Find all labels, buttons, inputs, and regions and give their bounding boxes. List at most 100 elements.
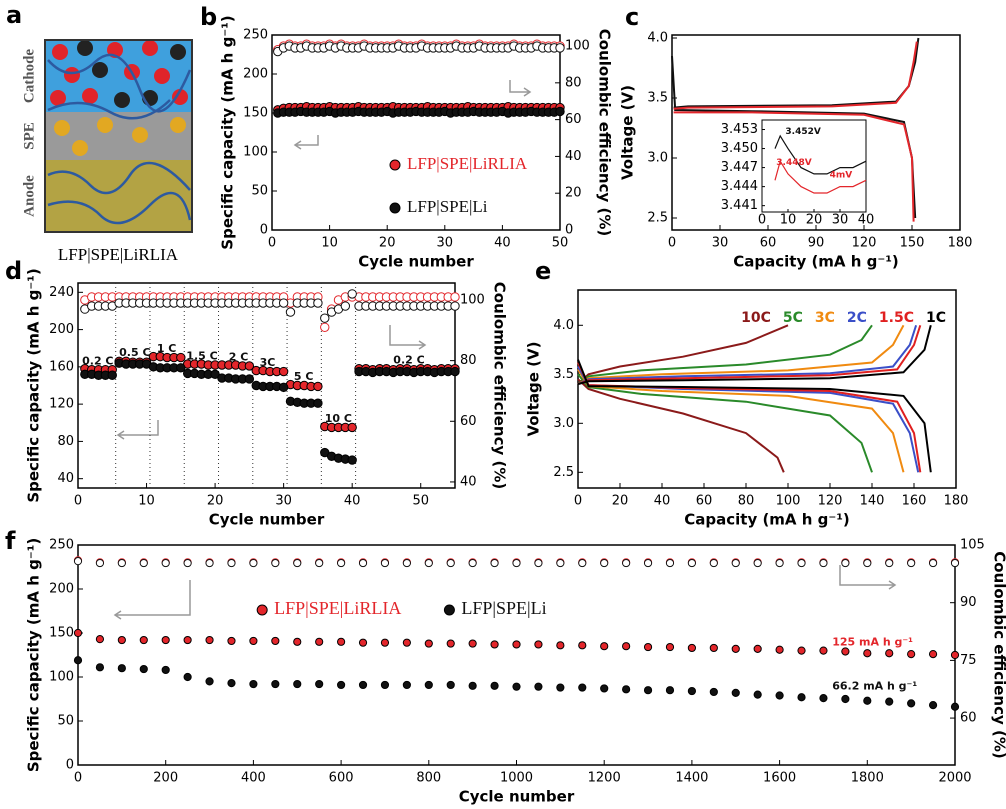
marker (753, 690, 762, 699)
x-tick-label: 1400 (675, 771, 708, 786)
y-axis-label: Voltage (V) (619, 85, 637, 180)
marker (600, 642, 609, 651)
open-marker (841, 558, 850, 568)
marker (117, 635, 126, 645)
x-tick-label: 40 (858, 213, 875, 228)
marker (885, 697, 894, 706)
y-tick-label: 100 (49, 670, 74, 685)
marker (622, 642, 631, 651)
y2-tick-label: 40 (565, 149, 582, 164)
marker (468, 639, 477, 648)
marker (139, 664, 148, 674)
x-axis-label: Cycle number (459, 788, 575, 806)
y-tick-label: 250 (49, 538, 74, 553)
series-line (577, 324, 920, 473)
y-tick-label: 50 (57, 714, 74, 729)
marker (402, 680, 411, 690)
open-marker (320, 313, 330, 323)
open-marker (117, 558, 126, 568)
y-tick-label: 3.5 (647, 91, 668, 106)
open-marker (347, 289, 357, 299)
marker (161, 665, 170, 675)
y-tick-label: 3.453 (721, 122, 758, 137)
marker (271, 679, 280, 689)
marker (347, 455, 357, 465)
open-marker (709, 558, 718, 568)
marker (841, 647, 850, 656)
marker (556, 641, 565, 650)
schematic: a Cathode SPE Anode LFP|SPE|LiRLIA (6, 1, 193, 264)
legend-marker (256, 604, 268, 616)
open-marker (227, 558, 236, 568)
y2-axis-label: Coulombic efficiency (%) (596, 29, 614, 236)
marker (249, 679, 258, 689)
annotation: 1 C (157, 342, 177, 355)
open-marker (139, 558, 148, 568)
marker (600, 684, 609, 693)
annotation: 1.5 C (186, 350, 217, 363)
legend-marker (443, 604, 455, 616)
x-tick-label: 50 (412, 494, 429, 509)
marker (709, 687, 718, 697)
marker (176, 363, 186, 373)
marker (337, 637, 346, 646)
x-axis-label: Cycle number (209, 511, 325, 529)
spe-layer (45, 112, 192, 160)
series-line (774, 159, 867, 194)
annotation: 66.2 mA h g⁻¹ (832, 680, 917, 693)
x-tick-label: 30 (712, 236, 729, 251)
legend-marker (389, 202, 401, 214)
marker (797, 693, 806, 702)
y2-tick-label: 105 (960, 538, 985, 553)
open-marker (885, 558, 894, 568)
open-marker (819, 558, 828, 568)
series-line (577, 325, 932, 473)
open-marker (313, 298, 323, 308)
marker (380, 638, 390, 647)
marker (205, 677, 214, 686)
x-tick-label: 100 (776, 494, 801, 509)
marker (885, 649, 894, 658)
marker (534, 682, 543, 691)
caption: LFP|SPE|LiRLIA (58, 245, 179, 264)
marker (446, 639, 455, 648)
marker (313, 381, 323, 392)
marker (490, 640, 499, 649)
x-axis-label: Cycle number (358, 253, 474, 271)
annotation: 125 mA h g⁻¹ (832, 636, 913, 649)
x-tick-label: 10 (138, 494, 155, 509)
marker (249, 636, 258, 646)
annotation: 4mV (830, 171, 853, 181)
marker (278, 382, 289, 393)
marker (468, 681, 477, 690)
marker (797, 646, 806, 655)
x-tick-label: 0 (668, 236, 676, 251)
marker (512, 640, 521, 649)
x-tick-label: 1200 (588, 771, 621, 786)
x-tick-label: 20 (806, 213, 823, 228)
marker (244, 374, 255, 384)
annotation: 3.448V (776, 158, 811, 168)
marker (665, 642, 675, 652)
x-tick-label: 180 (948, 236, 973, 251)
marker (578, 641, 587, 650)
marker (227, 679, 236, 688)
x-tick-label: 160 (902, 494, 927, 509)
y-tick-label: 3.441 (721, 198, 758, 213)
marker (819, 694, 828, 703)
marker (161, 635, 170, 645)
marker (402, 638, 411, 647)
open-marker (450, 292, 460, 302)
marker (450, 366, 460, 377)
legend-label: 1.5C (879, 310, 914, 326)
x-tick-label: 50 (552, 236, 569, 251)
marker (819, 646, 828, 655)
marker (117, 664, 126, 673)
open-marker (578, 558, 587, 568)
marker (512, 682, 521, 691)
marker (424, 680, 433, 690)
marker (578, 683, 587, 692)
open-marker (797, 558, 806, 568)
legend-label: 5C (783, 310, 803, 326)
layer-label: Anode (21, 175, 37, 217)
